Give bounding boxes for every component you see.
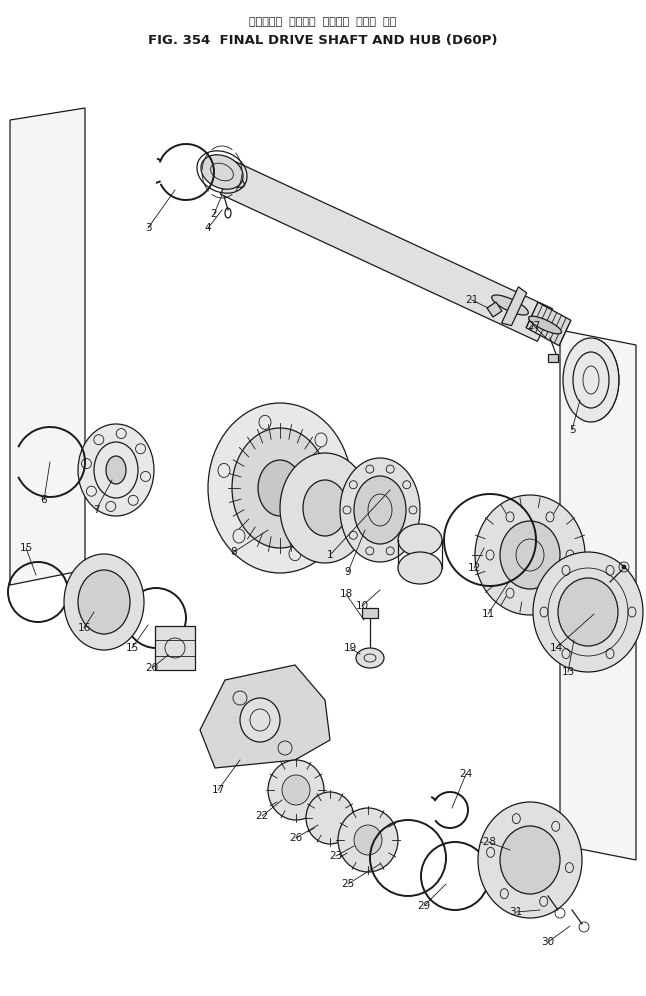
Text: 2: 2 [211,209,217,219]
Text: 18: 18 [339,589,353,599]
Text: 8: 8 [231,547,237,557]
Ellipse shape [563,338,619,422]
Ellipse shape [338,808,398,872]
Ellipse shape [398,524,442,556]
Text: 9: 9 [345,567,351,577]
Ellipse shape [232,428,328,548]
Polygon shape [220,161,552,342]
Ellipse shape [533,552,643,672]
Ellipse shape [558,578,618,646]
Ellipse shape [500,826,560,894]
Text: 31: 31 [510,907,523,917]
Polygon shape [487,302,502,317]
Text: ファイナル  ドライブ  シャフト  および  ハブ: ファイナル ドライブ シャフト および ハブ [249,17,397,27]
Polygon shape [200,665,330,768]
Ellipse shape [94,442,138,498]
Ellipse shape [208,403,352,573]
Ellipse shape [475,495,585,615]
Text: 13: 13 [561,667,575,677]
Ellipse shape [478,802,582,918]
Text: 3: 3 [145,223,151,233]
Ellipse shape [306,792,354,844]
Text: 14: 14 [549,643,563,653]
Text: 16: 16 [78,623,90,633]
Text: 10: 10 [355,601,369,611]
Ellipse shape [303,480,347,536]
Text: 29: 29 [417,901,431,911]
Ellipse shape [356,648,384,668]
Ellipse shape [500,521,560,589]
Ellipse shape [211,168,245,187]
Ellipse shape [78,424,154,516]
Text: 21: 21 [465,295,479,305]
Text: FIG. 354  FINAL DRIVE SHAFT AND HUB (D60P): FIG. 354 FINAL DRIVE SHAFT AND HUB (D60P… [148,34,498,47]
Text: 11: 11 [481,609,495,619]
Text: 7: 7 [92,505,99,515]
Text: 22: 22 [255,811,269,821]
Text: 12: 12 [467,563,481,573]
Polygon shape [10,108,85,585]
Text: 5: 5 [568,425,576,435]
Ellipse shape [528,316,561,334]
Ellipse shape [106,456,126,484]
Text: 15: 15 [19,543,33,553]
Polygon shape [560,330,636,590]
Text: 24: 24 [459,769,473,779]
Ellipse shape [354,825,382,855]
Polygon shape [501,287,526,326]
Polygon shape [155,626,195,670]
Text: 19: 19 [344,643,357,653]
Text: 17: 17 [211,785,225,795]
Text: 1: 1 [327,550,333,560]
Text: 4: 4 [205,223,211,233]
Text: 30: 30 [541,937,554,947]
Ellipse shape [201,154,243,189]
Ellipse shape [492,295,528,315]
Text: 20: 20 [145,663,158,673]
Ellipse shape [282,775,310,805]
Ellipse shape [340,458,420,562]
Ellipse shape [78,570,130,634]
Ellipse shape [240,698,280,742]
Text: 26: 26 [289,833,302,843]
Polygon shape [526,303,571,346]
Polygon shape [560,600,636,860]
Ellipse shape [622,565,626,569]
Ellipse shape [64,554,144,650]
Text: 27: 27 [527,321,541,331]
Text: -28: -28 [479,837,497,847]
Polygon shape [362,608,378,618]
Ellipse shape [354,476,406,544]
Ellipse shape [268,760,324,820]
Polygon shape [548,354,558,362]
Ellipse shape [398,552,442,584]
Text: 23: 23 [329,851,342,861]
Text: 6: 6 [41,495,47,505]
Ellipse shape [280,453,370,563]
Ellipse shape [258,460,302,516]
Text: 25: 25 [341,879,355,889]
Text: 15: 15 [125,643,139,653]
